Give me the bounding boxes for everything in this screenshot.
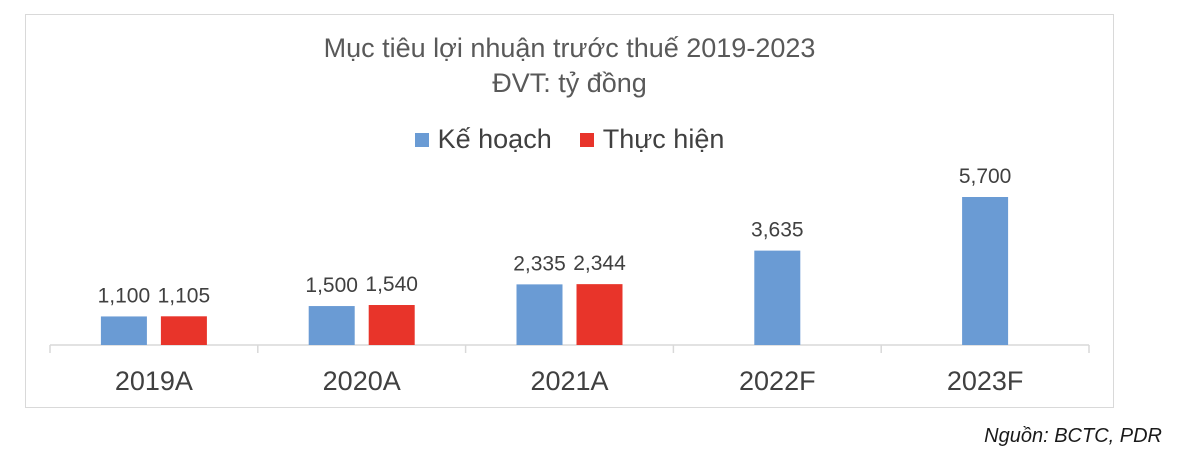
bar-thuc-hien-2021A — [576, 284, 623, 345]
bar-ke-hoach-2020A — [308, 306, 355, 345]
bar-ke-hoach-2022F — [754, 250, 801, 345]
legend-label-ke-hoach: Kế hoạch — [437, 124, 552, 154]
data-label-thuc-hien-2019A: 1,105 — [158, 284, 211, 307]
data-label-ke-hoach-2023F: 5,700 — [959, 165, 1012, 188]
legend-swatch-ke-hoach — [414, 132, 429, 147]
x-tick-label-2021A: 2021A — [530, 366, 608, 396]
chart-frame — [25, 14, 1114, 408]
legend-item-ke-hoach: Kế hoạch — [414, 124, 552, 155]
bar-ke-hoach-2021A — [516, 284, 563, 345]
bar-ke-hoach-2019A — [100, 316, 147, 345]
data-label-thuc-hien-2020A: 1,540 — [365, 273, 418, 296]
x-tick-label-2019A: 2019A — [115, 366, 193, 396]
legend-item-thuc-hien: Thực hiện — [579, 124, 725, 155]
data-label-ke-hoach-2019A: 1,100 — [98, 284, 151, 307]
legend-swatch-thuc-hien — [579, 132, 594, 147]
x-tick-label-2022F: 2022F — [739, 366, 816, 396]
chart-title: Mục tiêu lợi nhuận trước thuế 2019-2023 — [323, 33, 816, 63]
bar-thuc-hien-2019A — [160, 316, 207, 345]
x-tick-label-2020A: 2020A — [323, 366, 401, 396]
legend-label-thuc-hien: Thực hiện — [602, 124, 725, 154]
data-label-ke-hoach-2020A: 1,500 — [305, 274, 358, 297]
chart-subtitle: ĐVT: tỷ đồng — [492, 68, 647, 98]
chart-legend: Kế hoạch Thực hiện — [25, 124, 1114, 155]
bar-thuc-hien-2020A — [368, 305, 415, 345]
source-note: Nguồn: BCTC, PDR — [984, 425, 1162, 447]
x-tick-label-2023F: 2023F — [947, 366, 1024, 396]
data-label-ke-hoach-2021A: 2,335 — [513, 252, 566, 275]
data-label-thuc-hien-2021A: 2,344 — [573, 252, 626, 275]
bar-ke-hoach-2023F — [962, 197, 1009, 345]
data-label-ke-hoach-2022F: 3,635 — [751, 219, 804, 242]
